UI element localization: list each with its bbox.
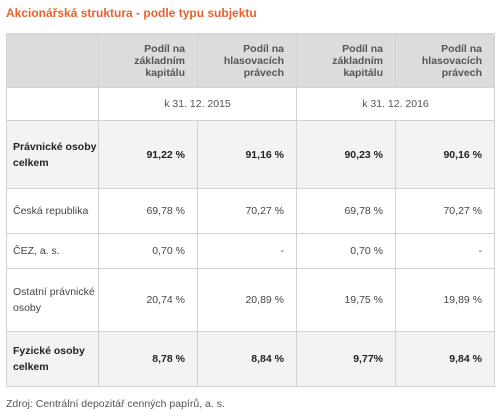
cell-value: 69,78 % xyxy=(296,188,396,234)
corner-cell xyxy=(6,33,99,88)
cell-value: 20,89 % xyxy=(197,268,297,332)
cell-value: 91,16 % xyxy=(197,120,297,189)
table-row: Právnické osoby celkem 91,22 % 91,16 % 9… xyxy=(6,120,495,189)
cell-value: 8,78 % xyxy=(98,331,198,387)
source-note: Zdroj: Centrální depozitář cenných papír… xyxy=(6,398,225,410)
column-header-row: Podíl na základním kapitálu Podíl na hla… xyxy=(6,33,495,88)
date-header-row: k 31. 12. 2015 k 31. 12. 2016 xyxy=(6,87,495,121)
cell-value: 69,78 % xyxy=(98,188,198,234)
table-row: Česká republika 69,78 % 70,27 % 69,78 % … xyxy=(6,188,495,234)
column-header-voting-2015: Podíl na hlasovacích právech xyxy=(197,33,297,88)
row-label: Česká republika xyxy=(6,188,99,234)
column-header-capital-2015: Podíl na základním kapitálu xyxy=(98,33,198,88)
column-header-voting-2016: Podíl na hlasovacích právech xyxy=(395,33,495,88)
date-2015: k 31. 12. 2015 xyxy=(98,87,297,121)
cell-value: - xyxy=(395,233,495,269)
row-label: Ostatní právnické osoby xyxy=(6,268,99,332)
table-row: ČEZ, a. s. 0,70 % - 0,70 % - xyxy=(6,233,495,269)
date-row-blank xyxy=(6,87,99,121)
cell-value: 91,22 % xyxy=(98,120,198,189)
cell-value: 9,84 % xyxy=(395,331,495,387)
shareholder-structure-table: Podíl na základním kapitálu Podíl na hla… xyxy=(6,33,495,387)
table-row: Ostatní právnické osoby 20,74 % 20,89 % … xyxy=(6,268,495,332)
column-header-capital-2016: Podíl na základním kapitálu xyxy=(296,33,396,88)
row-label: Fyzické osoby celkem xyxy=(6,331,99,387)
cell-value: 90,23 % xyxy=(296,120,396,189)
date-2016: k 31. 12. 2016 xyxy=(296,87,495,121)
cell-value: 0,70 % xyxy=(98,233,198,269)
cell-value: 0,70 % xyxy=(296,233,396,269)
cell-value: 9,77% xyxy=(296,331,396,387)
table-title: Akcionářská struktura - podle typu subje… xyxy=(6,6,257,20)
table-row: Fyzické osoby celkem 8,78 % 8,84 % 9,77%… xyxy=(6,331,495,387)
cell-value: 70,27 % xyxy=(395,188,495,234)
cell-value: 70,27 % xyxy=(197,188,297,234)
cell-value: - xyxy=(197,233,297,269)
cell-value: 19,75 % xyxy=(296,268,396,332)
cell-value: 20,74 % xyxy=(98,268,198,332)
cell-value: 90,16 % xyxy=(395,120,495,189)
cell-value: 19,89 % xyxy=(395,268,495,332)
cell-value: 8,84 % xyxy=(197,331,297,387)
row-label: Právnické osoby celkem xyxy=(6,120,99,189)
row-label: ČEZ, a. s. xyxy=(6,233,99,269)
